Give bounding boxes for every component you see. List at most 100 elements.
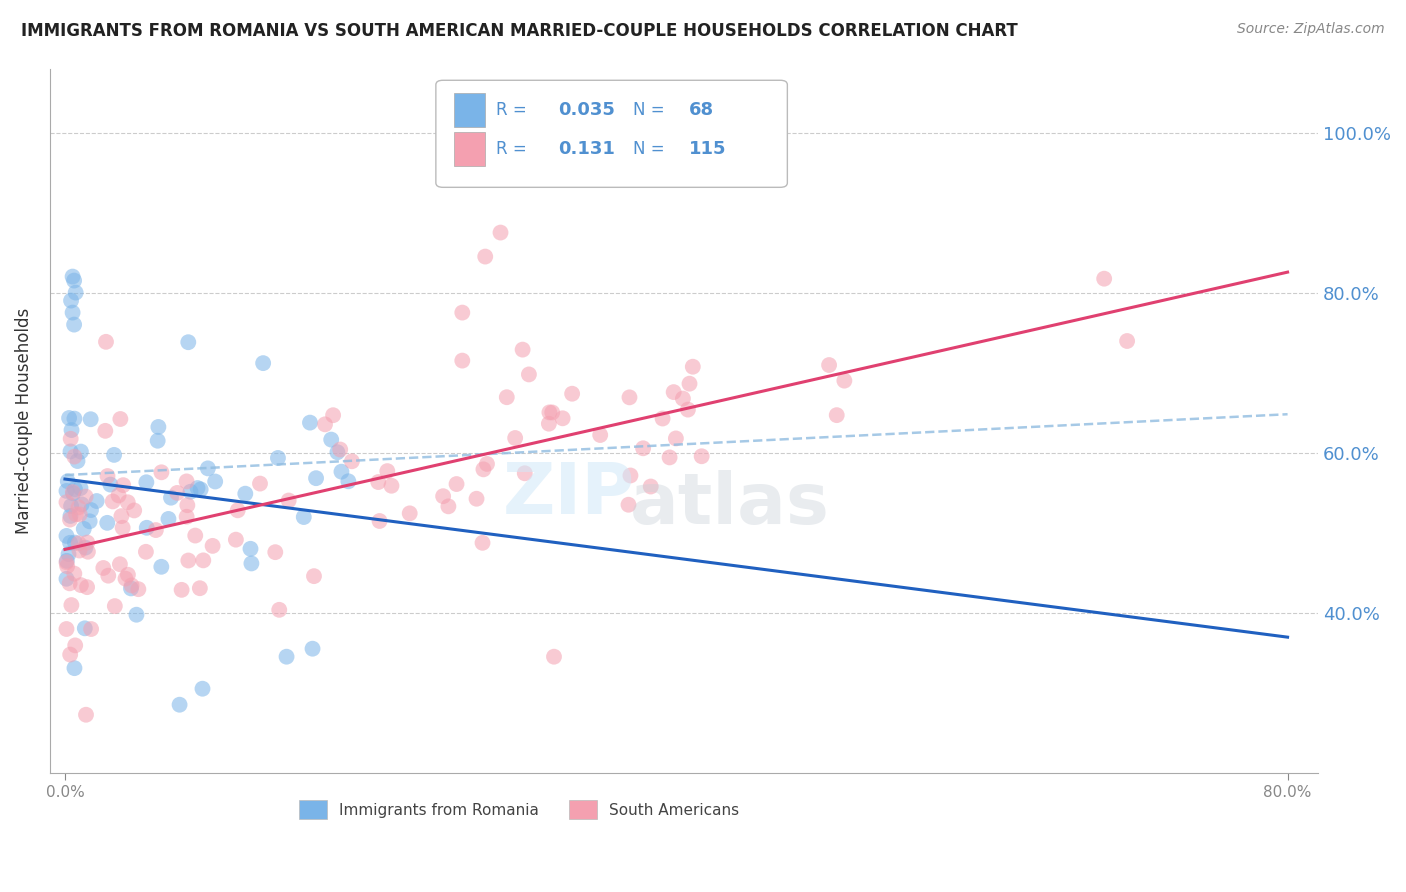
Point bbox=[56, 475, 79, 489]
Point bbox=[103, 448, 125, 462]
Point bbox=[678, 376, 700, 391]
Point bbox=[269, 603, 291, 617]
Point bbox=[73, 522, 96, 536]
Point bbox=[125, 607, 148, 622]
Point bbox=[60, 499, 83, 513]
Point bbox=[91, 561, 114, 575]
Point bbox=[55, 555, 77, 569]
Point bbox=[80, 503, 103, 517]
Point bbox=[619, 468, 641, 483]
Point bbox=[75, 490, 97, 504]
Point bbox=[94, 334, 117, 349]
Point bbox=[474, 250, 496, 264]
Point bbox=[538, 405, 561, 419]
Point bbox=[122, 503, 145, 517]
Point bbox=[62, 486, 84, 500]
Point bbox=[329, 442, 352, 457]
Point bbox=[367, 475, 389, 489]
Point bbox=[665, 432, 688, 446]
Point bbox=[79, 514, 101, 528]
Point bbox=[543, 649, 565, 664]
Point bbox=[96, 469, 118, 483]
Point bbox=[204, 475, 226, 489]
Point bbox=[512, 343, 534, 357]
Point bbox=[76, 580, 98, 594]
Point bbox=[63, 535, 86, 549]
Point bbox=[55, 529, 77, 543]
Y-axis label: Married-couple Households: Married-couple Households bbox=[15, 308, 32, 533]
Point bbox=[62, 485, 84, 500]
Point bbox=[63, 318, 86, 332]
Point bbox=[298, 416, 321, 430]
Point bbox=[1116, 334, 1139, 348]
Point bbox=[114, 572, 136, 586]
Point bbox=[80, 622, 103, 636]
Point bbox=[65, 285, 87, 300]
Point bbox=[825, 408, 848, 422]
Point bbox=[97, 568, 120, 582]
Point bbox=[302, 569, 325, 583]
Point bbox=[690, 449, 713, 463]
Point bbox=[76, 535, 98, 549]
Point bbox=[277, 493, 299, 508]
Point bbox=[55, 495, 77, 509]
Point bbox=[63, 411, 86, 425]
Point bbox=[100, 477, 122, 491]
Point bbox=[121, 578, 143, 592]
Text: N =: N = bbox=[633, 101, 664, 119]
Point bbox=[127, 582, 149, 597]
Point bbox=[375, 464, 398, 478]
Point bbox=[541, 405, 564, 419]
Point bbox=[160, 491, 183, 505]
Point bbox=[471, 536, 494, 550]
Point bbox=[537, 417, 560, 431]
Point bbox=[66, 454, 89, 468]
Text: 0.131: 0.131 bbox=[558, 140, 614, 158]
Text: atlas: atlas bbox=[630, 470, 830, 539]
Point bbox=[146, 434, 169, 448]
Point bbox=[166, 486, 188, 500]
Point bbox=[58, 411, 80, 425]
Point bbox=[176, 498, 198, 512]
Point bbox=[368, 514, 391, 528]
Point bbox=[233, 486, 256, 500]
Point bbox=[59, 576, 82, 591]
Point bbox=[503, 431, 526, 445]
Point bbox=[662, 385, 685, 400]
Point bbox=[77, 545, 100, 559]
Point bbox=[451, 353, 474, 368]
Point bbox=[330, 465, 353, 479]
Point bbox=[340, 454, 363, 468]
Point bbox=[63, 639, 86, 653]
Point bbox=[60, 423, 83, 437]
Point bbox=[513, 467, 536, 481]
Point bbox=[619, 390, 641, 404]
Point bbox=[55, 483, 77, 498]
Point bbox=[631, 442, 654, 456]
Text: IMMIGRANTS FROM ROMANIA VS SOUTH AMERICAN MARRIED-COUPLE HOUSEHOLDS CORRELATION : IMMIGRANTS FROM ROMANIA VS SOUTH AMERICA… bbox=[21, 22, 1018, 40]
Point bbox=[60, 293, 83, 308]
Point bbox=[145, 523, 167, 537]
Point bbox=[63, 566, 86, 581]
Point bbox=[517, 368, 540, 382]
Point bbox=[69, 508, 91, 522]
Point bbox=[63, 274, 86, 288]
Point bbox=[495, 390, 517, 404]
Point bbox=[267, 450, 290, 465]
Point bbox=[75, 707, 97, 722]
Point bbox=[193, 553, 215, 567]
Point bbox=[240, 557, 263, 571]
Point bbox=[398, 507, 420, 521]
Point bbox=[55, 572, 77, 586]
Point bbox=[62, 305, 84, 319]
Point bbox=[67, 500, 90, 515]
Point bbox=[1092, 271, 1115, 285]
Point bbox=[120, 582, 142, 596]
Point bbox=[197, 461, 219, 475]
Text: 115: 115 bbox=[689, 140, 727, 158]
Point bbox=[658, 450, 681, 465]
Point bbox=[135, 545, 157, 559]
Point bbox=[184, 528, 207, 542]
Point bbox=[446, 477, 468, 491]
Text: 68: 68 bbox=[689, 101, 714, 119]
